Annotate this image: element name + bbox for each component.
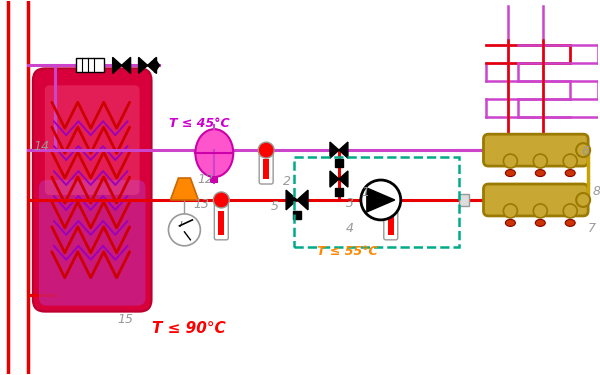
FancyBboxPatch shape bbox=[484, 134, 588, 166]
Ellipse shape bbox=[505, 219, 515, 226]
Polygon shape bbox=[113, 57, 122, 74]
Circle shape bbox=[503, 204, 517, 218]
Polygon shape bbox=[148, 57, 157, 74]
Circle shape bbox=[533, 204, 547, 218]
Circle shape bbox=[383, 192, 399, 208]
Bar bbox=[218, 211, 224, 235]
Text: 6: 6 bbox=[581, 145, 589, 158]
Ellipse shape bbox=[535, 170, 545, 177]
Circle shape bbox=[214, 192, 229, 208]
Text: 14: 14 bbox=[33, 140, 49, 153]
Ellipse shape bbox=[565, 219, 575, 226]
Text: 3: 3 bbox=[346, 197, 354, 210]
Ellipse shape bbox=[535, 219, 545, 226]
FancyBboxPatch shape bbox=[45, 86, 140, 195]
Text: T ≤ 55°C: T ≤ 55°C bbox=[317, 245, 377, 258]
Polygon shape bbox=[122, 57, 131, 74]
Text: 5: 5 bbox=[271, 200, 279, 213]
Text: /: / bbox=[181, 221, 183, 227]
Bar bbox=[211, 176, 218, 183]
Polygon shape bbox=[339, 142, 348, 158]
Polygon shape bbox=[170, 178, 199, 200]
Text: 7: 7 bbox=[588, 222, 596, 235]
FancyBboxPatch shape bbox=[384, 198, 398, 240]
FancyBboxPatch shape bbox=[39, 180, 146, 306]
Ellipse shape bbox=[565, 170, 575, 177]
Bar bbox=[335, 159, 343, 167]
Text: T ≤ 45°C: T ≤ 45°C bbox=[169, 117, 230, 130]
Ellipse shape bbox=[196, 129, 233, 177]
Circle shape bbox=[169, 214, 200, 246]
Text: 1: 1 bbox=[362, 186, 370, 199]
Bar bbox=[294, 157, 458, 247]
Circle shape bbox=[503, 154, 517, 168]
Bar bbox=[76, 58, 104, 72]
Circle shape bbox=[563, 154, 577, 168]
Text: T ≤ 90°C: T ≤ 90°C bbox=[152, 321, 225, 336]
Circle shape bbox=[563, 204, 577, 218]
Text: 4: 4 bbox=[346, 222, 354, 235]
Text: 2: 2 bbox=[283, 175, 291, 188]
FancyBboxPatch shape bbox=[33, 68, 152, 312]
Polygon shape bbox=[286, 190, 297, 210]
FancyBboxPatch shape bbox=[484, 184, 588, 216]
Text: 13: 13 bbox=[193, 198, 209, 211]
Bar bbox=[458, 194, 469, 206]
Text: 8: 8 bbox=[592, 185, 600, 198]
Polygon shape bbox=[330, 171, 339, 187]
Circle shape bbox=[361, 180, 401, 220]
Polygon shape bbox=[367, 188, 395, 212]
Polygon shape bbox=[297, 190, 308, 210]
Bar bbox=[293, 211, 301, 219]
Polygon shape bbox=[339, 171, 348, 187]
FancyBboxPatch shape bbox=[259, 148, 273, 184]
Circle shape bbox=[533, 154, 547, 168]
Bar bbox=[388, 211, 394, 235]
Circle shape bbox=[258, 142, 274, 158]
Bar bbox=[335, 188, 343, 196]
Text: 15: 15 bbox=[118, 313, 134, 326]
Polygon shape bbox=[155, 58, 160, 72]
Ellipse shape bbox=[505, 170, 515, 177]
Polygon shape bbox=[139, 57, 148, 74]
Polygon shape bbox=[330, 142, 339, 158]
Circle shape bbox=[576, 143, 590, 157]
Text: 12: 12 bbox=[197, 173, 214, 186]
FancyBboxPatch shape bbox=[214, 198, 228, 240]
Circle shape bbox=[576, 193, 590, 207]
Bar bbox=[263, 159, 269, 179]
